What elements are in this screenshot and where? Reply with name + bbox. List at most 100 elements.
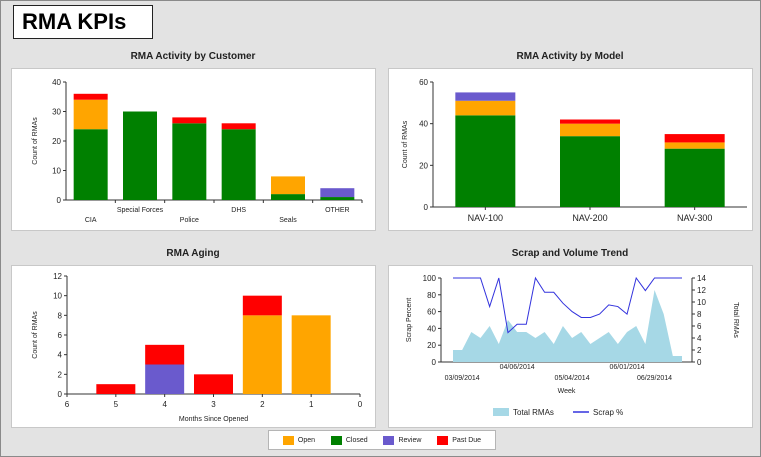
legend-label-pastdue: Past Due (452, 436, 482, 444)
bar-2-past-due (242, 295, 282, 316)
y-axis-title: Count of RMAs (402, 120, 409, 168)
y2-tick-label: 8 (697, 310, 702, 319)
x-tick-label: 0 (358, 400, 363, 409)
x-tick-label: 06/01/2014 (610, 364, 645, 371)
x-tick-label: 2 (260, 400, 265, 409)
bar-nav-200-open (560, 123, 620, 137)
y-tick-label: 40 (427, 324, 436, 333)
legend-label-total-rmas: Total RMAs (513, 408, 554, 417)
bar-nav-100-closed (455, 115, 516, 207)
bar-nav-100-open (455, 100, 516, 116)
customer-chart: 0 10 20 30 40 Count of RMAs CIA Special Forces P… (32, 78, 363, 224)
bar-dhs-closed (221, 129, 256, 200)
y-tick-label: 10 (53, 292, 62, 301)
page-title: RMA KPIs (13, 5, 153, 39)
scrap-percent-line (453, 276, 682, 334)
scrap-chart: 0 20 40 60 80 100 Scrap Percent 0 2 4 6 8 10 12 14 Tota… (406, 274, 739, 417)
x-tick-label: 5 (114, 400, 119, 409)
x-tick-label-seals: Seals (279, 217, 297, 224)
y-tick-label: 6 (58, 331, 63, 340)
bar-nav-200-past-due (560, 119, 620, 124)
x-tick-label-other: OTHER (325, 207, 350, 214)
status-legend: Open Closed Review Past Due (268, 430, 496, 450)
bar-other-review (320, 188, 355, 198)
x-tick-label: 4 (162, 400, 167, 409)
y-tick-label: 20 (52, 137, 61, 146)
x-tick-label-police: Police (180, 217, 199, 224)
y-tick-label: 12 (53, 272, 62, 281)
bar-nav-300-past-due (664, 134, 725, 143)
y2-tick-label: 12 (697, 286, 706, 295)
legend-label-open: Open (297, 436, 316, 444)
legend-swatch-closed (330, 435, 342, 445)
scrap-chart-panel: 0 20 40 60 80 100 Scrap Percent 0 2 4 6 8 10 12 14 Tota… (388, 265, 753, 428)
model-chart-panel: 0 20 40 60 Count of RMAs NAV-100 NAV-200 NAV-30… (388, 68, 753, 231)
x-tick-label: 1 (309, 400, 314, 409)
aging-chart-panel: 0 2 4 6 8 10 12 Count of RMAs 6 5 4 3 2 1 0 Months Sinc… (11, 265, 376, 428)
bar-seals-closed (271, 194, 305, 200)
y-tick-label: 20 (419, 161, 428, 170)
y-tick-label: 10 (52, 167, 61, 176)
bar-other-closed (320, 197, 355, 200)
y-tick-label: 0 (432, 358, 437, 367)
y2-tick-label: 14 (697, 274, 706, 283)
legend-swatch-total-rmas (493, 408, 509, 416)
y2-axis-title: Total RMAs (732, 302, 739, 338)
legend-label-review: Review (398, 436, 422, 444)
bar-police-closed (172, 123, 207, 200)
legend-label-scrap: Scrap % (593, 408, 623, 417)
y-tick-label: 60 (427, 308, 436, 317)
y-tick-label: 40 (52, 78, 61, 87)
y-tick-label: 40 (419, 120, 428, 129)
y2-tick-label: 2 (697, 346, 702, 355)
y-tick-label: 60 (419, 78, 428, 87)
bar-dhs-past-due (221, 123, 256, 130)
x-tick-label-nav-100: NAV-100 (468, 213, 503, 223)
y-tick-label: 0 (58, 390, 63, 399)
x-tick-label-nav-200: NAV-200 (572, 213, 607, 223)
y-tick-label: 0 (424, 203, 429, 212)
y-tick-label: 100 (423, 274, 437, 283)
x-axis-title: Week (558, 388, 576, 395)
y-axis-title: Count of RMAs (32, 117, 39, 165)
bar-nav-200-closed (560, 136, 620, 207)
y2-tick-label: 0 (697, 358, 702, 367)
y-axis-title: Count of RMAs (32, 311, 39, 359)
legend-item-review: Review (383, 435, 422, 445)
bar-4-review (145, 364, 185, 394)
legend-label-closed: Closed (345, 436, 368, 444)
y2-tick-label: 6 (697, 322, 702, 331)
bar-seals-open (271, 176, 305, 195)
bar-2-open (242, 315, 282, 394)
model-chart-title: RMA Activity by Model (516, 51, 624, 62)
legend-swatch-pastdue (437, 435, 449, 445)
y2-tick-label: 4 (697, 334, 702, 343)
legend-swatch-open (282, 435, 294, 445)
x-tick-label: 06/29/2014 (637, 375, 672, 382)
bar-nav-300-open (664, 142, 725, 149)
x-tick-label: 3 (211, 400, 216, 409)
x-tick-label-dhs: DHS (231, 207, 246, 214)
legend-item-closed: Closed (330, 435, 368, 445)
legend-item-pastdue: Past Due (437, 435, 482, 445)
x-tick-label: 04/06/2014 (500, 364, 535, 371)
x-axis-title: Months Since Opened (179, 416, 248, 423)
bar-nav-100-review (455, 92, 516, 101)
x-tick-label-nav-300: NAV-300 (677, 213, 712, 223)
legend-swatch-review (383, 435, 395, 445)
customer-chart-title: RMA Activity by Customer (130, 51, 256, 62)
x-tick-label: 6 (65, 400, 70, 409)
bar-special-forces-closed (123, 111, 157, 200)
total-rmas-area (453, 290, 682, 362)
y-tick-label: 20 (427, 341, 436, 350)
bar-police-past-due (172, 117, 207, 124)
bar-cia-past-due (73, 93, 108, 100)
y-tick-label: 30 (52, 108, 61, 117)
legend-item-open: Open (282, 435, 316, 445)
customer-chart-panel: 0 10 20 30 40 Count of RMAs CIA Special Forces P… (11, 68, 376, 231)
bar-3-past-due (194, 374, 233, 394)
y-tick-label: 80 (427, 291, 436, 300)
y-axis-title: Scrap Percent (406, 298, 413, 342)
x-tick-label-cia: CIA (85, 217, 97, 224)
bar-1-open (291, 315, 331, 394)
